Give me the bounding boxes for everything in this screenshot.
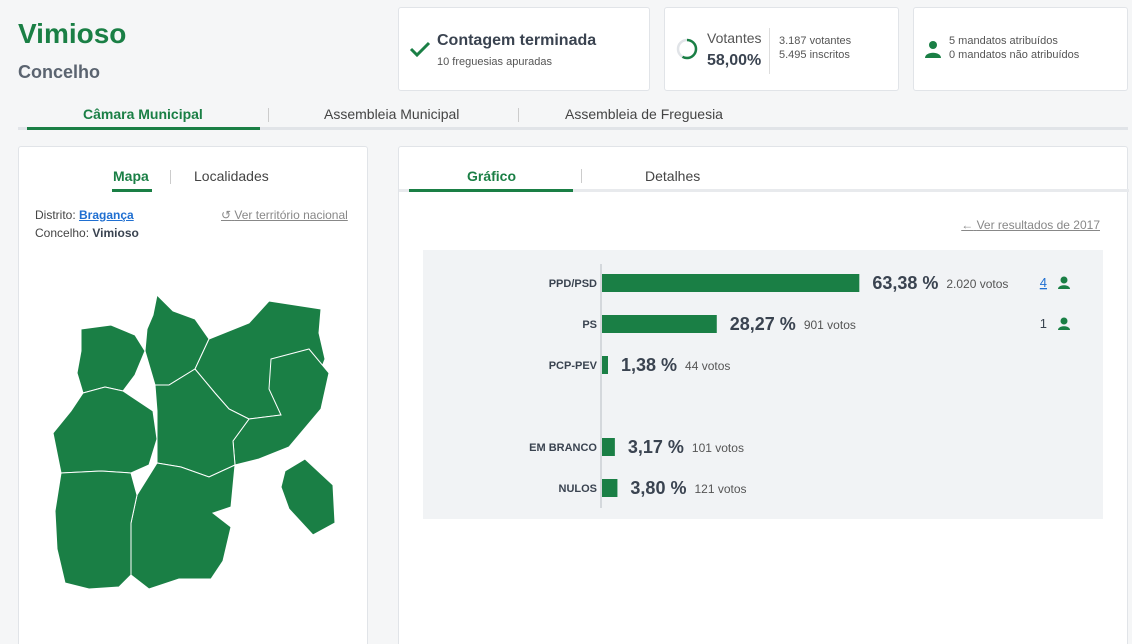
county-map[interactable]	[49, 289, 339, 599]
tab-assembleia-municipal[interactable]: Assembleia Municipal	[324, 106, 460, 122]
check-icon	[409, 41, 431, 57]
district-label: Distrito:	[35, 208, 76, 222]
national-territory-link[interactable]: ↺ Ver território nacional	[221, 208, 348, 222]
person-icon	[925, 41, 941, 58]
turnout-ring-icon	[676, 38, 698, 60]
tab-localidades[interactable]: Localidades	[194, 168, 269, 184]
bar-value-label: 28,27 %	[730, 314, 796, 334]
election-tabs: Câmara Municipal Assembleia Municipal As…	[18, 100, 1128, 130]
tab-mapa[interactable]: Mapa	[113, 168, 149, 184]
arrow-left-icon: ←	[961, 218, 974, 232]
person-icon	[1058, 326, 1070, 330]
bar-votes-label: 2.020 votos	[946, 277, 1008, 291]
county-value: Vimioso	[92, 226, 139, 240]
bar-category-label: EM BRANCO	[529, 442, 597, 454]
bar-value-label: 1,38 %	[621, 355, 677, 375]
bar-votes-label: 901 votos	[804, 318, 856, 332]
tab-grafico[interactable]: Gráfico	[467, 168, 517, 184]
map-parish	[280, 458, 336, 536]
person-icon	[1058, 285, 1070, 289]
page-subtitle: Concelho	[18, 62, 101, 82]
status-detail: 10 freguesias apuradas	[437, 56, 552, 68]
registered-count: 5.495 inscritos	[779, 49, 850, 61]
bar	[602, 315, 717, 333]
map-parish	[130, 462, 236, 590]
person-icon	[1060, 276, 1068, 284]
district-row: Distrito: Bragança	[35, 208, 134, 222]
bar-votes-label: 44 votos	[685, 359, 730, 373]
tab-separator	[518, 108, 519, 122]
national-link-label: Ver território nacional	[234, 208, 348, 222]
bar-category-label: NULOS	[559, 483, 598, 495]
page-title: Vimioso	[18, 18, 127, 49]
bar-category-label: PS	[582, 319, 597, 331]
mandates-assigned: 5 mandatos atribuídos	[949, 35, 1058, 47]
results-tabs: Gráfico Detalhes	[399, 147, 1129, 192]
tab-separator	[268, 108, 269, 122]
mandates-card: 5 mandatos atribuídos 0 mandatos não atr…	[913, 7, 1128, 91]
results-panel: Gráfico Detalhes ← Ver resultados de 201…	[398, 146, 1129, 644]
bar	[602, 274, 860, 292]
voters-label: Votantes	[707, 30, 762, 46]
tab-separator	[581, 169, 582, 183]
undo-icon: ↺	[221, 208, 232, 222]
tab-assembleia-freguesia[interactable]: Assembleia de Freguesia	[565, 106, 723, 122]
mandates-count[interactable]: 4	[1040, 275, 1047, 290]
voters-count: 3.187 votantes	[779, 35, 852, 47]
map-parish	[232, 348, 330, 466]
map-parish	[54, 470, 138, 590]
bar-value-label: 3,80 %	[630, 478, 686, 498]
county-label: Concelho:	[35, 226, 90, 240]
bar-value-label: 3,17 %	[628, 437, 684, 457]
map-panel: Mapa Localidades Distrito: Bragança Conc…	[18, 146, 368, 644]
tab-detalhes[interactable]: Detalhes	[645, 168, 701, 184]
bar-value-label: 63,38 %	[872, 273, 938, 293]
active-tab-indicator	[112, 189, 152, 192]
mandates-count: 1	[1040, 316, 1047, 331]
status-title: Contagem terminada	[437, 32, 597, 49]
mandates-unassigned: 0 mandatos não atribuídos	[949, 49, 1080, 61]
person-icon	[1060, 317, 1068, 325]
results-chart: PPD/PSD 63,38 % 2.020 votos 4 PS 28,27 % 901 v…	[529, 264, 1070, 508]
bar-category-label: PCP-PEV	[549, 360, 598, 372]
bar	[602, 356, 608, 374]
status-card: Contagem terminada 10 freguesias apurada…	[398, 7, 650, 91]
divider	[769, 28, 770, 74]
turnout-percent: 58,00%	[707, 52, 762, 69]
bar-category-label: PPD/PSD	[549, 278, 597, 290]
voters-card: Votantes 58,00% 3.187 votantes 5.495 ins…	[664, 7, 899, 91]
bar-votes-label: 101 votos	[692, 441, 744, 455]
active-tab-indicator	[409, 189, 573, 192]
map-parish	[76, 324, 146, 394]
results-chart-area: PPD/PSD 63,38 % 2.020 votos 4 PS 28,27 % 901 v…	[423, 250, 1103, 519]
previous-results-label: Ver resultados de 2017	[976, 218, 1100, 232]
bar	[602, 438, 615, 456]
active-tab-indicator	[27, 127, 260, 130]
county-row: Concelho: Vimioso	[35, 226, 139, 240]
bar	[602, 479, 618, 497]
map-parish	[52, 386, 158, 474]
previous-results-link[interactable]: ← Ver resultados de 2017	[961, 218, 1100, 232]
district-link[interactable]: Bragança	[79, 208, 134, 222]
bar-votes-label: 121 votos	[694, 482, 746, 496]
tab-separator	[170, 170, 171, 184]
tab-camara-municipal[interactable]: Câmara Municipal	[83, 106, 203, 122]
